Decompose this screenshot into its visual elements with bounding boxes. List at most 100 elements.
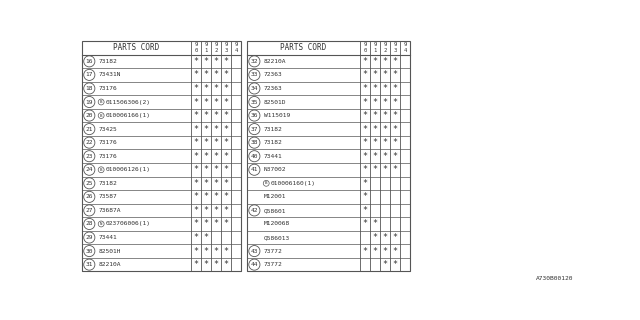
Text: 19: 19 [86,100,93,105]
Text: *: * [193,70,198,79]
Text: 27: 27 [86,208,93,213]
Text: 18: 18 [86,86,93,91]
Text: *: * [193,138,198,147]
Text: 40: 40 [251,154,258,159]
Text: *: * [204,152,209,161]
Text: *: * [392,111,397,120]
Text: *: * [362,98,367,107]
Text: 41: 41 [251,167,258,172]
Text: 72363: 72363 [264,72,282,77]
Text: *: * [193,111,198,120]
Text: *: * [214,57,218,66]
Text: *: * [362,247,367,256]
Text: 3: 3 [394,48,397,53]
Text: 82210A: 82210A [264,59,286,64]
Text: 43: 43 [251,249,258,253]
Text: 73182: 73182 [264,127,282,132]
Text: 73441: 73441 [99,235,117,240]
Text: *: * [223,165,228,174]
Text: *: * [383,260,387,269]
Text: 25: 25 [86,181,93,186]
Text: *: * [214,192,218,201]
Text: 9: 9 [394,42,397,47]
Text: *: * [372,233,378,242]
Text: *: * [214,124,218,134]
Text: *: * [372,98,378,107]
Text: *: * [204,206,209,215]
Text: 9: 9 [363,42,367,47]
Text: Q586013: Q586013 [264,235,290,240]
Text: *: * [223,206,228,215]
Text: *: * [362,57,367,66]
Text: 20: 20 [86,113,93,118]
Text: *: * [223,192,228,201]
Text: *: * [214,206,218,215]
Text: *: * [204,247,209,256]
Text: *: * [223,84,228,93]
Text: *: * [383,247,387,256]
Text: A730B00120: A730B00120 [536,276,573,281]
Text: 73182: 73182 [99,59,117,64]
Text: *: * [362,138,367,147]
Text: *: * [372,70,378,79]
Text: *: * [204,260,209,269]
Text: *: * [193,165,198,174]
Text: 4: 4 [234,48,238,53]
Text: *: * [383,70,387,79]
Text: *: * [362,220,367,228]
Bar [83,41,241,271]
Text: 33: 33 [251,72,258,77]
Text: *: * [372,220,378,228]
Text: *: * [214,152,218,161]
Text: 3: 3 [225,48,228,53]
Text: *: * [392,152,397,161]
Text: B: B [100,168,102,172]
Text: Q58601: Q58601 [264,208,286,213]
Text: *: * [204,111,209,120]
Text: W115019: W115019 [264,113,290,118]
Text: 73772: 73772 [264,262,282,267]
Text: 73182: 73182 [99,181,117,186]
Text: 010006160(1): 010006160(1) [270,181,316,186]
Text: 9: 9 [383,42,387,47]
Text: 9: 9 [234,42,238,47]
Text: *: * [223,98,228,107]
Text: *: * [204,138,209,147]
Text: 23: 23 [86,154,93,159]
Text: *: * [383,98,387,107]
Text: M12001: M12001 [264,194,286,199]
Text: *: * [372,138,378,147]
Text: B: B [265,181,268,185]
Text: 36: 36 [251,113,258,118]
Text: 73431N: 73431N [99,72,121,77]
Text: *: * [383,233,387,242]
Text: *: * [214,247,218,256]
Text: *: * [204,84,209,93]
Text: 72363: 72363 [264,86,282,91]
Text: 010006166(1): 010006166(1) [105,113,150,118]
Text: 1: 1 [373,48,376,53]
Text: 9: 9 [214,42,218,47]
Bar [248,41,410,271]
Text: 22: 22 [86,140,93,145]
Text: *: * [193,179,198,188]
Text: *: * [223,247,228,256]
Text: 73425: 73425 [99,127,117,132]
Text: *: * [223,152,228,161]
Text: *: * [392,70,397,79]
Text: *: * [214,84,218,93]
Text: N37002: N37002 [264,167,286,172]
Text: 4: 4 [403,48,407,53]
Text: 32: 32 [251,59,258,64]
Text: 42: 42 [251,208,258,213]
Text: *: * [214,98,218,107]
Text: *: * [372,165,378,174]
Text: 010006126(1): 010006126(1) [105,167,150,172]
Text: *: * [383,84,387,93]
Text: *: * [362,152,367,161]
Text: 0: 0 [363,48,367,53]
Text: *: * [362,70,367,79]
Text: 9: 9 [403,42,407,47]
Text: 023706006(1): 023706006(1) [105,221,150,227]
Text: *: * [392,247,397,256]
